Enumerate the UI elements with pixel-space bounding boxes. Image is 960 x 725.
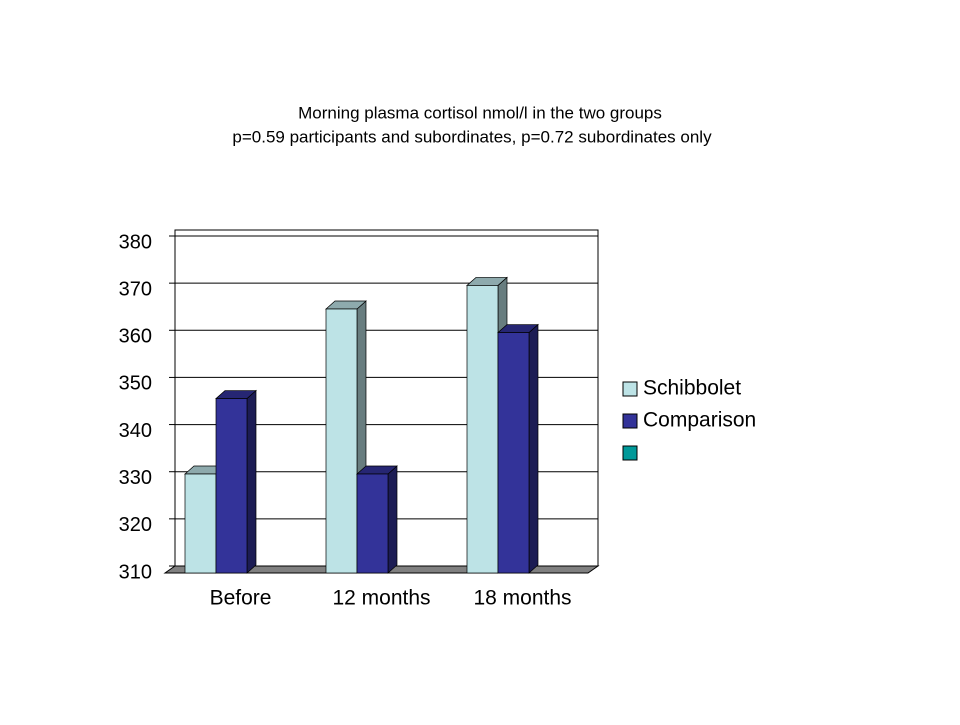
x-tick-label: Before — [210, 587, 272, 610]
bar-side — [528, 323, 539, 574]
bar-front — [215, 398, 248, 574]
y-tick-label: 310 — [119, 561, 152, 583]
x-tick-label: 12 months — [332, 587, 430, 610]
bar — [497, 323, 539, 574]
x-tick-label: 18 months — [473, 587, 571, 610]
y-tick-label: 330 — [119, 467, 152, 489]
bar — [356, 465, 398, 574]
legend-swatch — [622, 413, 638, 429]
bar-front — [325, 308, 358, 574]
bar-side — [387, 465, 398, 574]
y-tick-label: 380 — [119, 231, 152, 253]
chart-subtitle: p=0.59 participants and subordinates, p=… — [232, 127, 712, 146]
y-tick-label: 340 — [119, 420, 152, 442]
y-tick-label: 360 — [119, 326, 152, 348]
legend-label: Comparison — [643, 409, 756, 432]
legend-swatch — [622, 381, 638, 397]
legend-swatch — [622, 445, 638, 461]
bar — [215, 389, 257, 574]
bar-front — [466, 285, 499, 574]
y-tick-label: 370 — [119, 278, 152, 300]
y-tick-label: 350 — [119, 373, 152, 395]
bar-front — [356, 473, 389, 574]
bar-front — [184, 473, 217, 574]
bar-front — [497, 332, 530, 574]
chart-title: Morning plasma cortisol nmol/l in the tw… — [298, 103, 662, 122]
legend-label: Schibbolet — [643, 377, 741, 400]
bar-side — [246, 389, 257, 574]
y-tick-label: 320 — [119, 514, 152, 536]
